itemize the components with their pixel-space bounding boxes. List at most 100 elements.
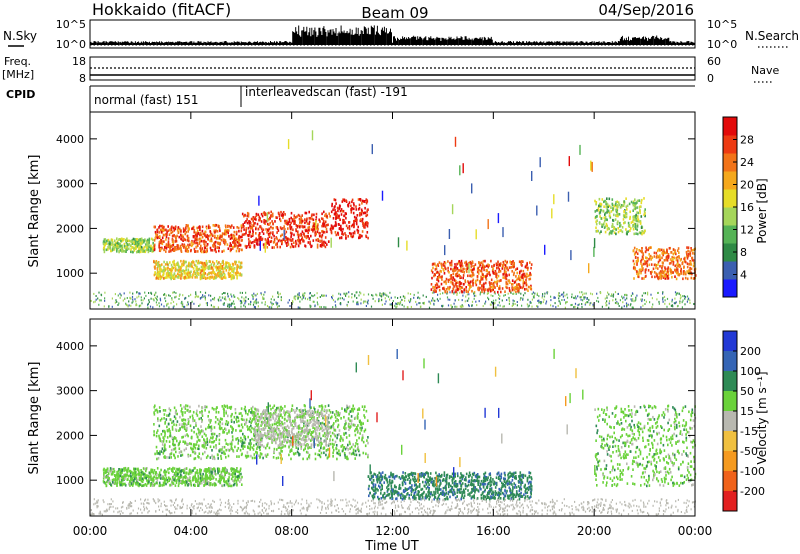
power-cell — [219, 274, 222, 278]
power-cell — [680, 269, 682, 273]
power-cell — [478, 300, 480, 303]
power-cell — [513, 292, 515, 295]
velocity-cell — [223, 414, 225, 418]
power-cell — [235, 237, 237, 240]
power-cell — [346, 226, 349, 230]
velocity-cell — [218, 419, 221, 423]
power-cell — [323, 294, 325, 297]
power-cell — [438, 275, 440, 278]
power-cell — [226, 228, 229, 232]
velocity-cell — [231, 438, 234, 442]
power-cell — [618, 203, 621, 207]
power-cell — [164, 297, 166, 300]
power-cell — [315, 232, 317, 236]
power-cell — [204, 246, 206, 250]
power-cell — [322, 295, 324, 297]
power-cell — [684, 297, 686, 300]
power-cell — [640, 260, 642, 263]
power-cell — [319, 239, 321, 243]
power-cell — [351, 293, 353, 296]
power-cell — [255, 214, 258, 218]
power-cell — [664, 266, 666, 269]
power-cell — [617, 212, 619, 216]
power-cell — [110, 243, 112, 247]
power-cell — [250, 217, 253, 221]
power-cell — [479, 293, 481, 296]
power-cell — [169, 295, 171, 297]
power-cell — [344, 221, 346, 224]
velocity-cell — [262, 456, 264, 460]
power-cell — [167, 302, 169, 305]
power-cell — [404, 297, 406, 299]
power-cell — [529, 285, 532, 289]
power-cell — [278, 214, 281, 218]
velocity-cell — [226, 404, 228, 408]
power-cell — [343, 298, 345, 301]
velocity-cell — [291, 428, 293, 431]
power-cell — [348, 295, 350, 298]
power-cell — [219, 241, 221, 245]
power-cell — [471, 261, 474, 264]
power-cell — [213, 275, 215, 279]
power-cell — [265, 241, 268, 244]
power-cell — [553, 296, 555, 299]
power-cell — [503, 263, 505, 266]
power-cell — [294, 245, 297, 248]
velocity-cell — [206, 443, 209, 446]
power-cell — [496, 280, 499, 283]
power-cell — [449, 263, 452, 267]
power-cell — [667, 253, 670, 256]
power-cell — [165, 238, 167, 241]
power-cell — [573, 297, 576, 300]
power-cell — [410, 298, 412, 301]
power-cell — [514, 285, 517, 289]
power-cell — [673, 302, 675, 305]
power-cell — [295, 242, 297, 246]
power-cell — [225, 261, 227, 264]
power-cell — [211, 275, 213, 279]
velocity-cell — [348, 451, 351, 455]
power-cell — [126, 237, 128, 241]
power-cell — [309, 304, 311, 307]
power-cell — [598, 197, 601, 201]
power-cell — [232, 300, 235, 303]
power-cell — [162, 273, 164, 277]
power-cell — [249, 222, 252, 225]
power-cell — [518, 276, 521, 280]
power-cell — [163, 260, 165, 264]
cpid-segment-2: interleavedscan (fast) -191 — [245, 85, 408, 99]
velocity-cell — [163, 449, 166, 452]
power-cell — [304, 292, 306, 295]
power-cell — [222, 263, 225, 266]
power-cell — [332, 294, 334, 297]
velocity-cell — [306, 419, 309, 423]
power-cell — [195, 293, 197, 296]
power-cell — [667, 277, 670, 280]
power-cell — [311, 217, 313, 221]
power-cell — [471, 264, 473, 267]
power-cell — [275, 243, 277, 246]
power-cell — [462, 283, 465, 286]
power-cell — [333, 206, 336, 209]
power-cell — [433, 302, 435, 305]
power-cell — [365, 223, 368, 227]
power-cell — [515, 290, 517, 294]
power-cell — [179, 270, 181, 274]
velocity-cell — [201, 409, 203, 413]
power-cell — [214, 244, 217, 248]
power-cell — [187, 270, 190, 274]
power-cell — [640, 215, 643, 218]
power-cell — [200, 239, 203, 243]
power-cell — [360, 298, 362, 301]
power-cell — [671, 300, 673, 303]
power-cell — [547, 291, 549, 294]
power-cell — [185, 272, 187, 275]
power-cell — [125, 302, 127, 305]
power-cell — [249, 230, 251, 233]
power-cell — [645, 268, 647, 271]
power-cell — [636, 228, 638, 232]
power-cell — [306, 229, 308, 233]
power-cell — [134, 298, 136, 301]
power-cell — [644, 262, 646, 266]
power-cell — [150, 291, 152, 294]
